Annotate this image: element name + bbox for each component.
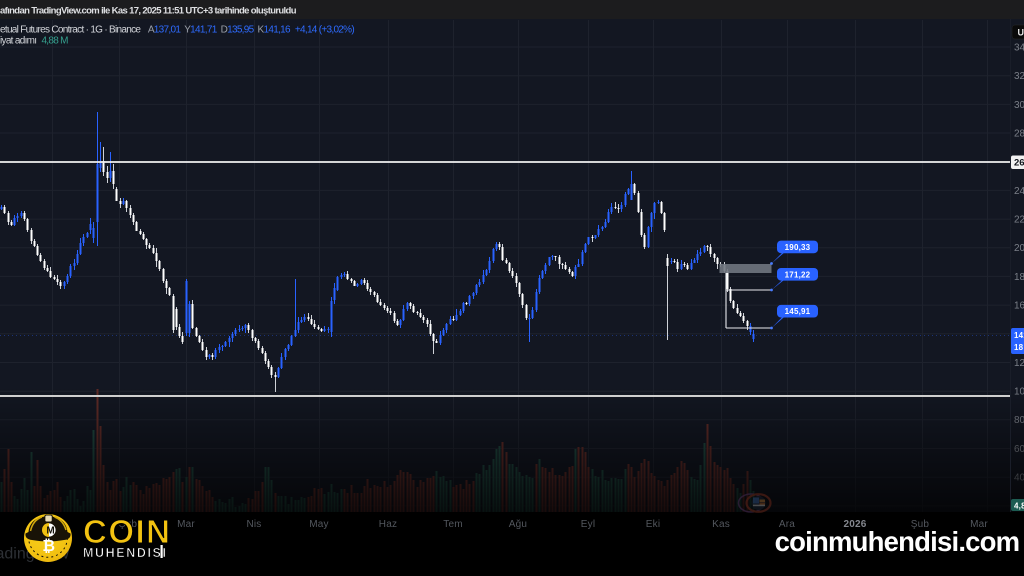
- svg-text:261,84: 261,84: [1014, 158, 1024, 169]
- svg-text:coinmuhendisi.com: coinmuhendisi.com: [775, 526, 1020, 557]
- svg-text:etual Futures Contract · 1G ·: etual Futures Contract · 1G · Binance A1…: [0, 25, 354, 36]
- svg-text:Nis: Nis: [246, 519, 261, 530]
- svg-text:280: 280: [1014, 128, 1024, 139]
- svg-text:180: 180: [1014, 272, 1024, 283]
- svg-text:U: U: [1018, 28, 1024, 38]
- svg-text:Tem: Tem: [443, 519, 463, 530]
- svg-text:Eki: Eki: [646, 519, 661, 530]
- svg-text:160: 160: [1014, 301, 1024, 312]
- svg-text:141,16: 141,16: [1014, 331, 1024, 340]
- svg-text:200: 200: [1014, 243, 1024, 254]
- svg-text:145,91: 145,91: [785, 307, 811, 316]
- svg-text:340: 340: [1014, 42, 1024, 53]
- svg-text:M: M: [46, 526, 54, 537]
- svg-text:320: 320: [1014, 71, 1024, 82]
- svg-text:Mar: Mar: [177, 519, 195, 530]
- svg-text:240: 240: [1014, 186, 1024, 197]
- svg-text:171,22: 171,22: [785, 270, 811, 279]
- svg-text:iyat adımı 4,88 M: iyat adımı 4,88 M: [0, 36, 68, 47]
- svg-text:Ağu: Ağu: [509, 519, 527, 530]
- svg-text:Şub: Şub: [911, 519, 930, 530]
- svg-text:2026: 2026: [843, 519, 866, 530]
- svg-text:220: 220: [1014, 215, 1024, 226]
- svg-text:MUHENDISI: MUHENDISI: [83, 546, 168, 560]
- svg-text:COIN: COIN: [83, 513, 172, 550]
- svg-text:4,88 M: 4,88 M: [1014, 501, 1024, 510]
- svg-text:May: May: [309, 519, 329, 530]
- svg-text:afından TradingView.com ile Ka: afından TradingView.com ile Kas 17, 2025…: [0, 6, 297, 17]
- svg-text:Şub: Şub: [119, 519, 138, 530]
- svg-text:Ara: Ara: [779, 519, 795, 530]
- svg-text:Haz: Haz: [379, 519, 397, 530]
- svg-text:Mar: Mar: [970, 519, 988, 530]
- svg-text:₿: ₿: [42, 538, 55, 555]
- svg-text:300: 300: [1014, 100, 1024, 111]
- svg-text:120: 120: [1014, 358, 1024, 369]
- svg-text:190,33: 190,33: [785, 243, 811, 252]
- svg-text:Kas: Kas: [712, 519, 730, 530]
- svg-text:Eyl: Eyl: [581, 519, 596, 530]
- svg-text:18:07:11: 18:07:11: [1014, 343, 1024, 352]
